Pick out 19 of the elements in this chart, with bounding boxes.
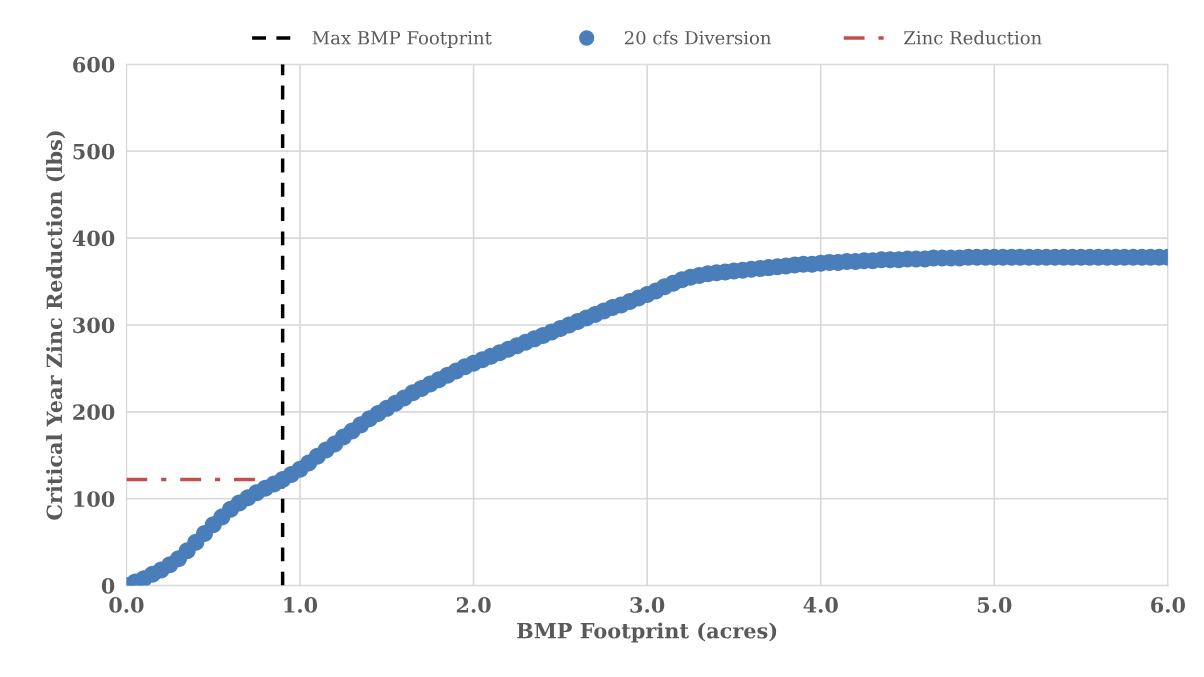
x-tick-label: 3.0 xyxy=(630,597,665,613)
legend-label: Zinc Reduction xyxy=(904,30,1042,45)
legend-label: 20 cfs Diversion xyxy=(624,30,771,45)
x-tick-label: 4.0 xyxy=(803,597,838,613)
y-tick-label: 0 xyxy=(101,578,115,594)
x-axis-title: BMP Footprint (acres) xyxy=(517,622,777,643)
legend-label: Max BMP Footprint xyxy=(312,31,492,49)
y-tick-label: 600 xyxy=(73,56,115,73)
x-tick-label: 6.0 xyxy=(1151,597,1186,613)
x-tick-label: 2.0 xyxy=(456,597,491,613)
y-tick-label: 500 xyxy=(73,143,115,160)
y-tick-label: 300 xyxy=(73,317,115,334)
x-tick-label: 5.0 xyxy=(977,597,1012,613)
y-tick-label: 100 xyxy=(74,491,115,507)
y-tick-label: 200 xyxy=(73,404,115,421)
y-tick-label: 400 xyxy=(72,230,115,247)
x-tick-label: 1.0 xyxy=(284,597,318,613)
x-tick-label: 0.0 xyxy=(109,597,144,613)
y-axis-title: Critical Year Zinc Reduction (lbs) xyxy=(46,131,66,520)
